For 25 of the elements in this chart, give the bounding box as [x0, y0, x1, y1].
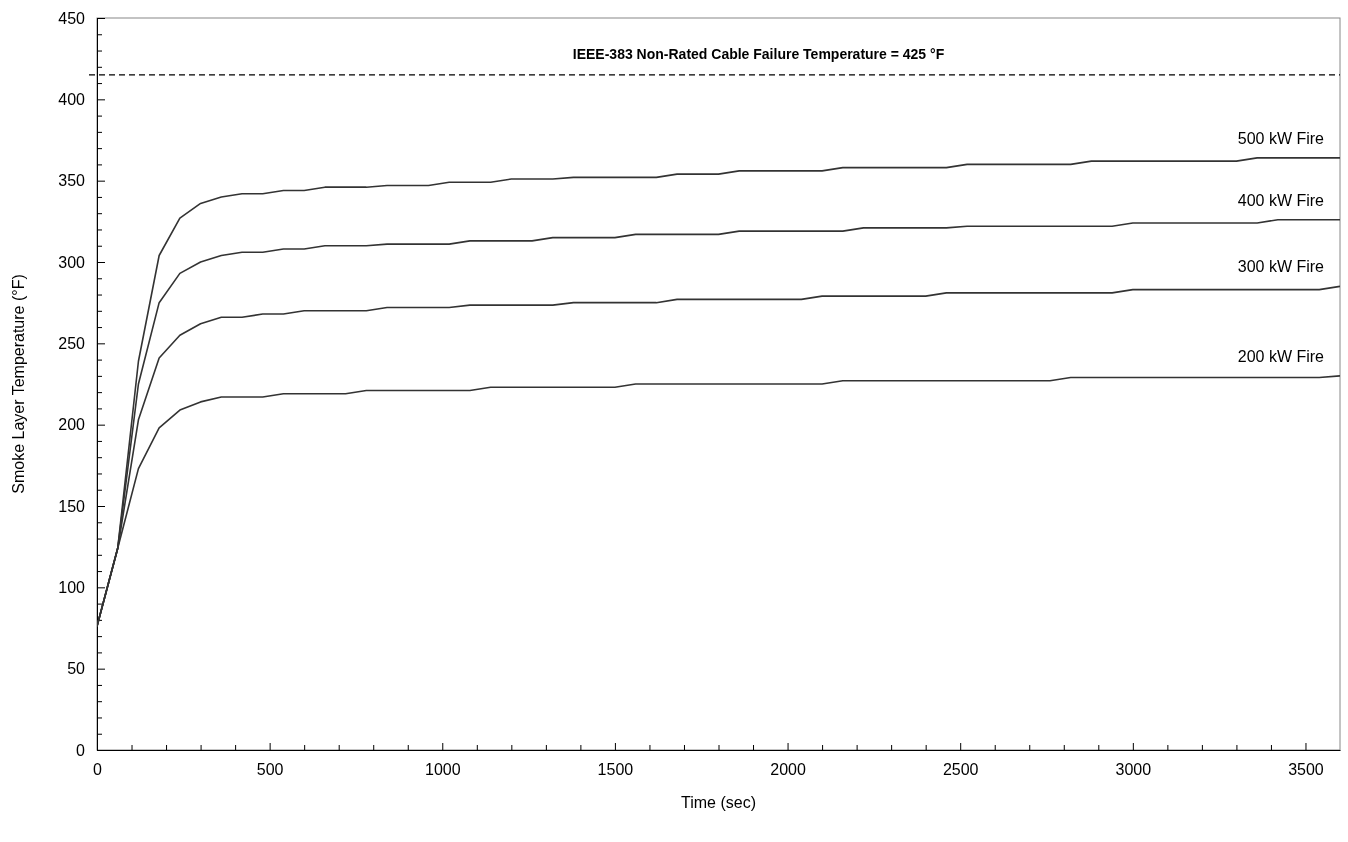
y-tick-label: 0: [76, 741, 86, 759]
y-tick-label: 350: [58, 172, 86, 190]
series-label: 400 kW Fire: [1237, 191, 1325, 209]
y-tick-label: 50: [67, 660, 86, 678]
x-tick-label: 1000: [424, 761, 461, 779]
y-tick-label: 450: [58, 9, 86, 27]
series-label: 200 kW Fire: [1237, 347, 1325, 365]
y-tick-label: 300: [58, 253, 86, 271]
x-tick-label: 500: [256, 761, 284, 779]
x-tick-label: 0: [93, 761, 103, 779]
y-tick-label: 400: [58, 90, 86, 108]
series-label: 300 kW Fire: [1237, 258, 1325, 276]
x-tick-label: 2000: [770, 761, 806, 779]
y-tick-label: 100: [58, 578, 86, 596]
y-tick-label: 150: [58, 497, 86, 515]
y-axis-title: Smoke Layer Temperature (°F): [10, 274, 27, 494]
x-tick-label: 3000: [1115, 761, 1152, 779]
x-tick-label: 2500: [942, 761, 979, 779]
x-tick-label: 1500: [597, 761, 634, 779]
y-tick-label: 250: [58, 334, 86, 352]
x-axis-title: Time (sec): [681, 794, 756, 811]
series-label: 500 kW Fire: [1237, 129, 1325, 147]
y-tick-label: 200: [58, 416, 86, 434]
annotation: IEEE-383 Non-Rated Cable Failure Temperature = 425 °F: [572, 46, 945, 62]
x-tick-label: 3500: [1288, 761, 1324, 779]
